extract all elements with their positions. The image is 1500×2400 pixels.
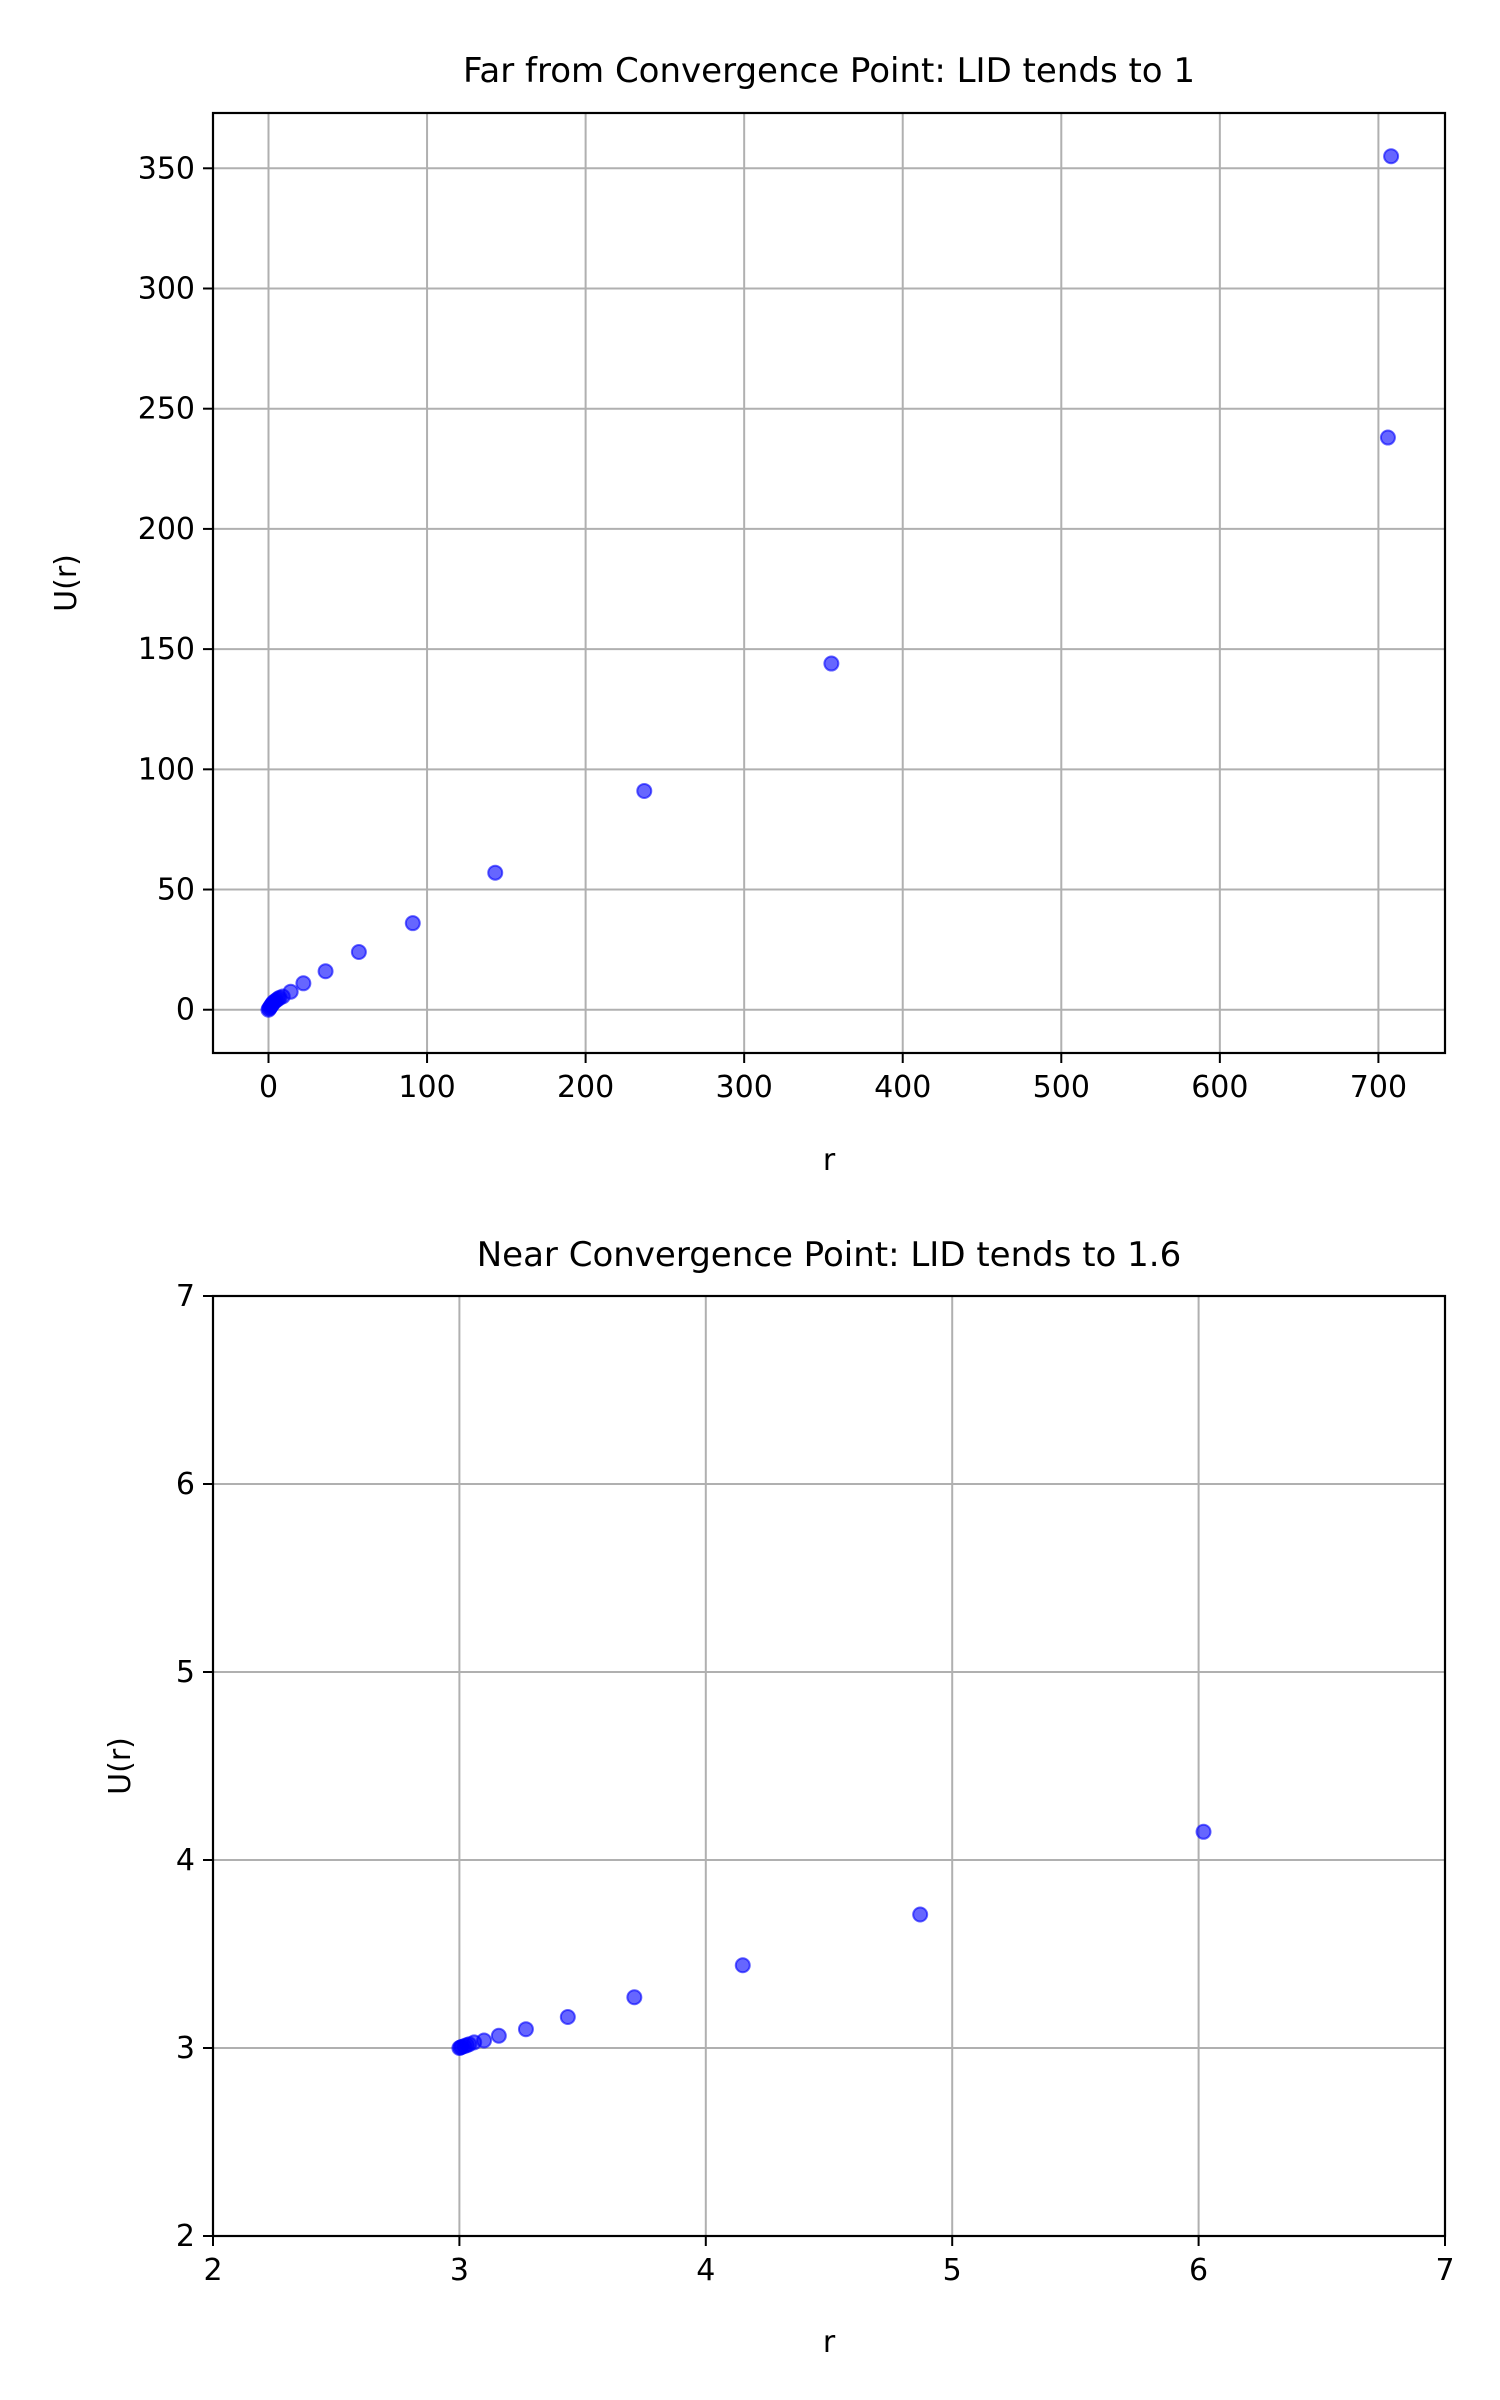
- y-tick-label: 300: [138, 271, 195, 306]
- data-point: [823, 655, 840, 672]
- x-axis-label: r: [823, 1143, 836, 1178]
- y-tick-label: 350: [138, 151, 195, 186]
- y-tick-label: 3: [176, 2031, 195, 2066]
- chart-title: Near Convergence Point: LID tends to 1.6: [477, 1235, 1182, 1275]
- data-point: [1379, 429, 1396, 446]
- axis-ticks: 2 3 4 5 6 7 2 3 4 5 6 7: [176, 1279, 1455, 2288]
- scatter-points: [451, 1823, 1212, 2056]
- x-tick-label: 600: [1191, 1070, 1248, 1105]
- x-tick-label: 7: [1435, 2253, 1454, 2288]
- chart-near-convergence: Near Convergence Point: LID tends to 1.6…: [103, 1235, 1455, 2360]
- y-tick-label: 250: [138, 392, 195, 427]
- data-point: [1383, 148, 1400, 165]
- y-tick-label: 5: [176, 1655, 195, 1690]
- y-tick-label: 0: [176, 993, 195, 1028]
- scatter-points: [260, 148, 1400, 1018]
- data-point: [282, 983, 299, 1000]
- y-tick-label: 6: [176, 1467, 195, 1502]
- x-tick-label: 6: [1189, 2253, 1208, 2288]
- x-tick-label: 100: [398, 1070, 455, 1105]
- grid: [213, 113, 1445, 1053]
- data-point: [636, 782, 653, 799]
- y-axis-label: U(r): [49, 554, 84, 612]
- axes-frame: [211, 111, 1447, 1055]
- axes-frame: [211, 1294, 1447, 2238]
- data-point: [1195, 1823, 1212, 1840]
- data-point: [295, 975, 312, 992]
- data-point: [317, 963, 334, 980]
- x-tick-label: 200: [557, 1070, 614, 1105]
- data-point: [476, 2032, 493, 2049]
- y-tick-label: 200: [138, 512, 195, 547]
- axis-ticks: 0 100 200 300 400 500 600 700 0 50 100 150 200 250 300…: [138, 151, 1407, 1105]
- x-tick-label: 4: [696, 2253, 715, 2288]
- x-tick-label: 0: [259, 1070, 278, 1105]
- y-tick-label: 50: [157, 873, 195, 908]
- x-tick-label: 3: [450, 2253, 469, 2288]
- data-point: [517, 2021, 534, 2038]
- y-tick-label: 2: [176, 2219, 195, 2254]
- data-point: [490, 2027, 507, 2044]
- x-tick-label: 5: [943, 2253, 962, 2288]
- data-point: [912, 1906, 929, 1923]
- data-point: [559, 2008, 576, 2025]
- x-tick-label: 400: [874, 1070, 931, 1105]
- y-axis-label: U(r): [103, 1737, 138, 1795]
- x-tick-label: 500: [1033, 1070, 1090, 1105]
- x-tick-label: 300: [716, 1070, 773, 1105]
- data-point: [404, 915, 421, 932]
- x-tick-label: 700: [1350, 1070, 1407, 1105]
- data-point: [626, 1989, 643, 2006]
- x-tick-label: 2: [203, 2253, 222, 2288]
- chart-far-from-convergence: Far from Convergence Point: LID tends to…: [49, 51, 1447, 1178]
- y-tick-label: 100: [138, 752, 195, 787]
- data-point: [734, 1957, 751, 1974]
- data-point: [350, 944, 367, 961]
- y-tick-label: 4: [176, 1843, 195, 1878]
- y-tick-label: 7: [176, 1279, 195, 1314]
- data-point: [487, 864, 504, 881]
- x-axis-label: r: [823, 2325, 836, 2360]
- y-tick-label: 150: [138, 632, 195, 667]
- chart-title: Far from Convergence Point: LID tends to…: [463, 51, 1195, 91]
